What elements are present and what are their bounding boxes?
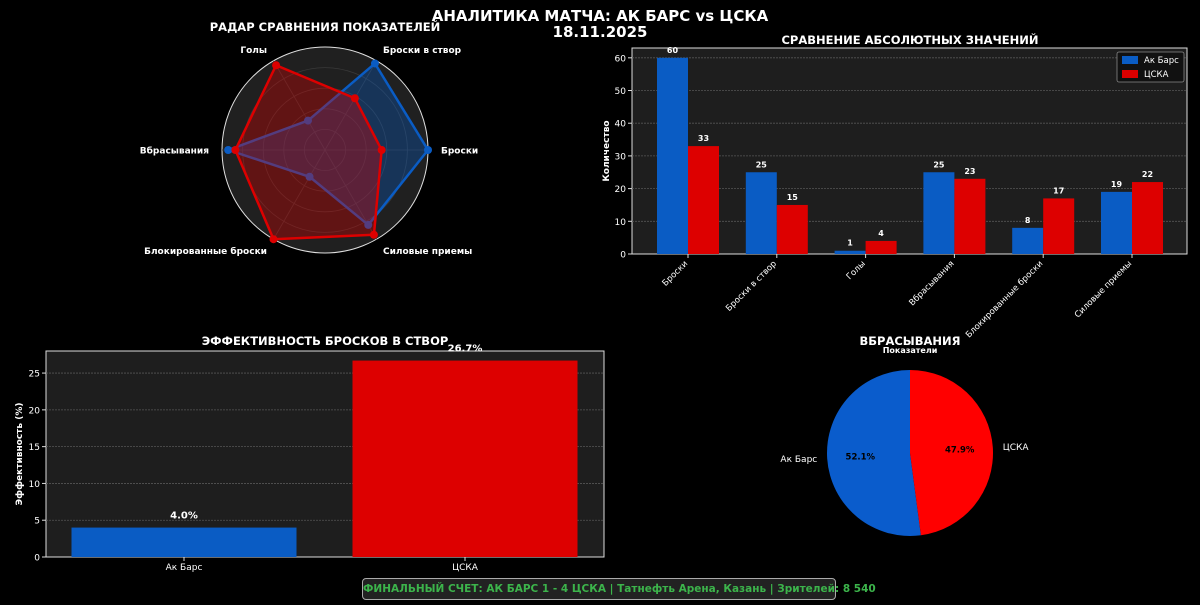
radar-point: [377, 146, 386, 154]
bar-value-label: 23: [964, 167, 975, 176]
bar-ak-bars: [1012, 227, 1044, 254]
radar-point: [269, 235, 278, 244]
bar-ak-bars: [1101, 191, 1132, 254]
efficiency-ylabel: Эффективность (%): [15, 403, 25, 506]
bar-chart-xtick-label: Броски в створ: [724, 259, 779, 314]
bar-cska: [1043, 198, 1075, 254]
efficiency-ytick-label: 25: [29, 370, 40, 380]
efficiency-ytick-label: 5: [34, 517, 40, 527]
radar-axis-label: Вбрасывания: [140, 146, 209, 157]
efficiency-xtick-label: Ак Барс: [166, 563, 203, 573]
bar-ak-bars: [745, 172, 777, 254]
radar-point: [305, 172, 314, 181]
efficiency-value-label: 26.7%: [448, 344, 483, 355]
radar-point: [369, 230, 378, 239]
bar-chart-xtick-label: Броски: [661, 259, 691, 289]
efficiency-xtick-label: ЦСКА: [452, 563, 479, 573]
efficiency-ytick-label: 20: [29, 406, 41, 416]
match-date: 18.11.2025: [552, 23, 648, 41]
efficiency-bar: [71, 527, 297, 557]
bar-chart-ytick-label: 20: [615, 185, 627, 195]
bar-ak-bars: [657, 57, 688, 254]
pie-slice-ak-bars: [826, 370, 921, 537]
radar-point: [424, 146, 432, 154]
efficiency-value-label: 4.0%: [170, 511, 198, 522]
radar-point: [231, 146, 240, 154]
bar-chart-xtick-label: Голы: [845, 259, 868, 282]
radar-axis-label: Броски в створ: [383, 46, 462, 56]
radar-grid-spoke: [324, 60, 377, 151]
bar-ak-bars: [834, 250, 866, 254]
bar-cska: [865, 240, 897, 254]
bar-chart-ytick-label: 50: [615, 87, 627, 97]
bar-cska: [776, 204, 808, 254]
pie-title: ВБРАСЫВАНИЯ: [860, 334, 961, 348]
radar-axis-label: Блокированные броски: [144, 246, 267, 257]
radar-point: [370, 59, 379, 68]
radar-axis-label: Голы: [240, 46, 267, 56]
match-title: АНАЛИТИКА МАТЧА: АК БАРС vs ЦСКА: [431, 7, 769, 25]
pie-slice-cska: [910, 370, 993, 536]
bar-chart-xtick-label: Силовые приемы: [1073, 259, 1134, 320]
bar-value-label: 25: [933, 160, 945, 169]
bar-chart-ytick-label: 30: [615, 152, 627, 162]
bar-value-label: 15: [787, 193, 799, 202]
bar-value-label: 22: [1142, 170, 1153, 179]
pie-subtitle: Показатели: [883, 346, 938, 355]
bar-chart-plot-area: [631, 47, 1188, 255]
bar-chart-ytick-label: 40: [615, 120, 627, 130]
pie-pct-label: 52.1%: [846, 452, 876, 462]
legend-label: Ак Барс: [1144, 56, 1179, 66]
bar-cska: [954, 178, 986, 254]
pie-pct-label: 47.9%: [945, 446, 975, 456]
radar-title: РАДАР СРАВНЕНИЯ ПОКАЗАТЕЛЕЙ: [210, 19, 441, 34]
bar-chart-ytick-label: 10: [615, 218, 627, 228]
efficiency-ytick-label: 10: [29, 480, 41, 490]
page-title: АНАЛИТИКА МАТЧА: АК БАРС vs ЦСКА 18.11.2…: [0, 8, 1200, 40]
bar-cska: [1132, 182, 1163, 254]
bar-cska: [688, 146, 719, 254]
bar-chart-title: СРАВНЕНИЕ АБСОЛЮТНЫХ ЗНАЧЕНИЙ: [781, 32, 1038, 47]
efficiency-bar: [352, 360, 578, 557]
bar-value-label: 60: [667, 46, 679, 55]
bar-chart-xtick-label: Вбрасывания: [907, 259, 956, 308]
radar-point: [304, 116, 313, 125]
bar-value-label: 8: [1025, 216, 1031, 225]
bar-chart-ytick-label: 0: [620, 251, 626, 261]
efficiency-ytick-label: 0: [34, 554, 40, 564]
radar-axis-label: Броски: [441, 147, 478, 157]
radar-point: [350, 94, 359, 103]
radar-grid-spoke: [273, 149, 326, 240]
bar-chart-ylabel: Количество: [602, 120, 612, 181]
radar-point: [272, 61, 281, 70]
bar-value-label: 33: [698, 134, 709, 143]
bar-value-label: 17: [1053, 186, 1064, 195]
final-score-footer: ФИНАЛЬНЫЙ СЧЕТ: АК БАРС 1 - 4 ЦСКА | Тат…: [362, 578, 876, 600]
radar-point: [364, 220, 373, 229]
radar-grid-spoke: [273, 60, 326, 151]
bar-chart-ytick-label: 60: [615, 54, 627, 64]
efficiency-chart-title: ЭФФЕКТИВНОСТЬ БРОСКОВ В СТВОР: [202, 334, 449, 348]
legend-label: ЦСКА: [1144, 70, 1169, 80]
efficiency-ytick-label: 15: [29, 443, 40, 453]
radar-axis-label: Силовые приемы: [383, 247, 472, 257]
legend-swatch: [1122, 70, 1138, 78]
pie-label: Ак Барс: [780, 455, 817, 465]
pie-label: ЦСКА: [1003, 443, 1030, 453]
bar-value-label: 19: [1111, 180, 1123, 189]
bar-value-label: 4: [878, 229, 884, 238]
radar-point: [224, 146, 233, 154]
bar-ak-bars: [923, 172, 955, 254]
legend-swatch: [1122, 56, 1138, 64]
bar-value-label: 1: [847, 239, 853, 248]
bar-chart-xtick-label: Блокированные броски: [964, 259, 1045, 340]
bar-value-label: 25: [756, 160, 768, 169]
